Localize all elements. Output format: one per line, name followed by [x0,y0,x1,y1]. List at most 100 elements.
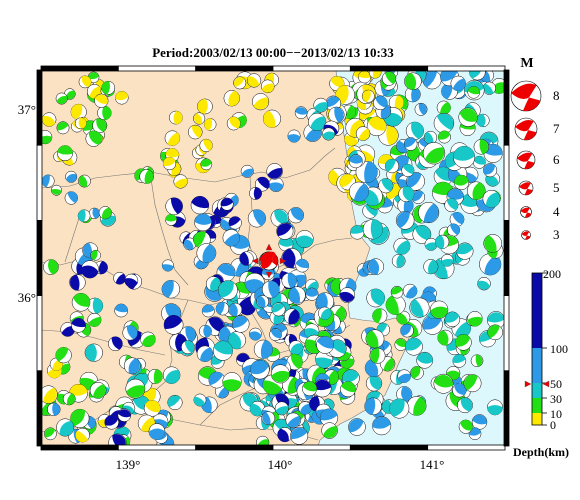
focal-mechanism [41,385,58,404]
depth-color-band [532,273,542,348]
focal-mechanism [435,234,450,249]
focal-mechanism [406,171,425,191]
focal-mechanism [487,311,505,330]
focal-mechanism [200,158,213,171]
focal-mechanism [162,366,181,384]
focal-mechanism [256,295,269,308]
depth-indicator-left [524,380,532,388]
focal-mechanism [115,90,129,105]
focal-mechanism [104,415,119,430]
lon-tick-141: 141° [420,457,445,472]
focal-mechanism [403,137,418,151]
focal-mechanism [348,418,366,436]
focal-mechanism [98,206,112,220]
focal-mechanism [222,372,242,392]
focal-mechanism [222,229,240,247]
focal-mechanism [84,343,103,362]
focal-mechanism [270,208,289,228]
focal-mechanism [395,211,415,230]
focal-mechanism [472,155,486,169]
focal-mechanism [163,314,184,335]
focal-mechanism [365,375,383,392]
focal-mechanism [212,340,233,361]
focal-mechanism [64,191,78,205]
focal-mechanism [298,401,312,415]
focal-mechanism [393,237,411,255]
focal-mechanism [47,402,61,417]
focal-mechanism [339,287,356,303]
focal-mechanism [482,81,496,95]
focal-mechanism [409,297,430,318]
focal-mechanism [321,422,338,439]
focal-mechanism [385,294,406,315]
focal-mechanism [463,374,482,393]
focal-mechanism [87,312,102,327]
focal-mechanism [249,400,266,417]
focal-mechanism [437,329,454,346]
focal-mechanism [449,211,465,227]
focal-mechanism [348,181,369,202]
focal-mechanism [453,174,470,190]
focal-mechanism [398,186,415,203]
focal-mechanism [350,225,365,240]
focal-mechanism [372,416,392,436]
depth-color-band [532,348,542,383]
focal-mechanism [194,213,212,232]
focal-mechanism [444,198,459,213]
focal-mechanism [88,207,101,220]
depth-indicator-right [542,380,550,388]
focal-mechanism [226,116,241,131]
focal-mechanism [444,311,461,328]
focal-mechanism [288,340,304,355]
lon-tick-140: 140° [268,457,293,472]
focal-mechanism [348,154,363,169]
focal-mechanism [404,72,422,90]
magnitude-legend: 8 7 6 5 4 3 [510,80,560,242]
depth-tick-100: 100 [550,342,568,356]
focal-mechanism [405,121,424,140]
focal-mechanism [246,73,262,88]
focal-mechanism [97,105,112,121]
focal-mechanism [366,116,387,137]
focal-mechanism [340,381,356,398]
focal-mechanism [80,260,99,279]
focal-mechanism [315,292,335,311]
focal-mechanism [410,366,424,380]
focal-mechanism [266,163,283,180]
magnitude-legend-label: 5 [553,180,560,195]
focal-mechanism [322,127,336,141]
focal-mechanism [452,354,467,368]
focal-mechanism [397,369,411,383]
focal-mechanism [71,293,91,312]
focal-mechanism [161,259,174,272]
magnitude-legend-title: M [520,56,533,71]
focal-mechanism [290,426,309,445]
focal-mechanism [122,325,138,341]
focal-mechanism [313,379,332,398]
focal-mechanism [487,399,503,416]
depth-tick-10: 10 [550,407,562,421]
lat-tick-36: 36° [18,290,36,305]
focal-mechanism [473,139,490,155]
focal-mechanism [483,234,502,253]
focal-mechanism [368,70,382,79]
focal-mechanism [77,209,91,223]
focal-mechanism [147,368,163,384]
focal-mechanism [402,283,418,299]
focal-mechanism [418,201,440,224]
depth-legend-title: Depth(km) [513,445,569,459]
focal-mechanism [281,272,298,289]
focal-mechanism [422,314,443,335]
focal-mechanism [396,386,413,403]
focal-mechanism [268,176,284,192]
focal-mechanism [405,337,423,356]
focal-mechanism [355,126,371,141]
focal-mechanism [381,71,397,86]
focal-mechanism [467,311,483,327]
focal-mechanism [394,338,408,351]
focal-mechanism [190,195,210,215]
focal-mechanism [316,336,335,354]
focal-mechanism [396,310,411,325]
focal-mechanism [43,259,59,275]
